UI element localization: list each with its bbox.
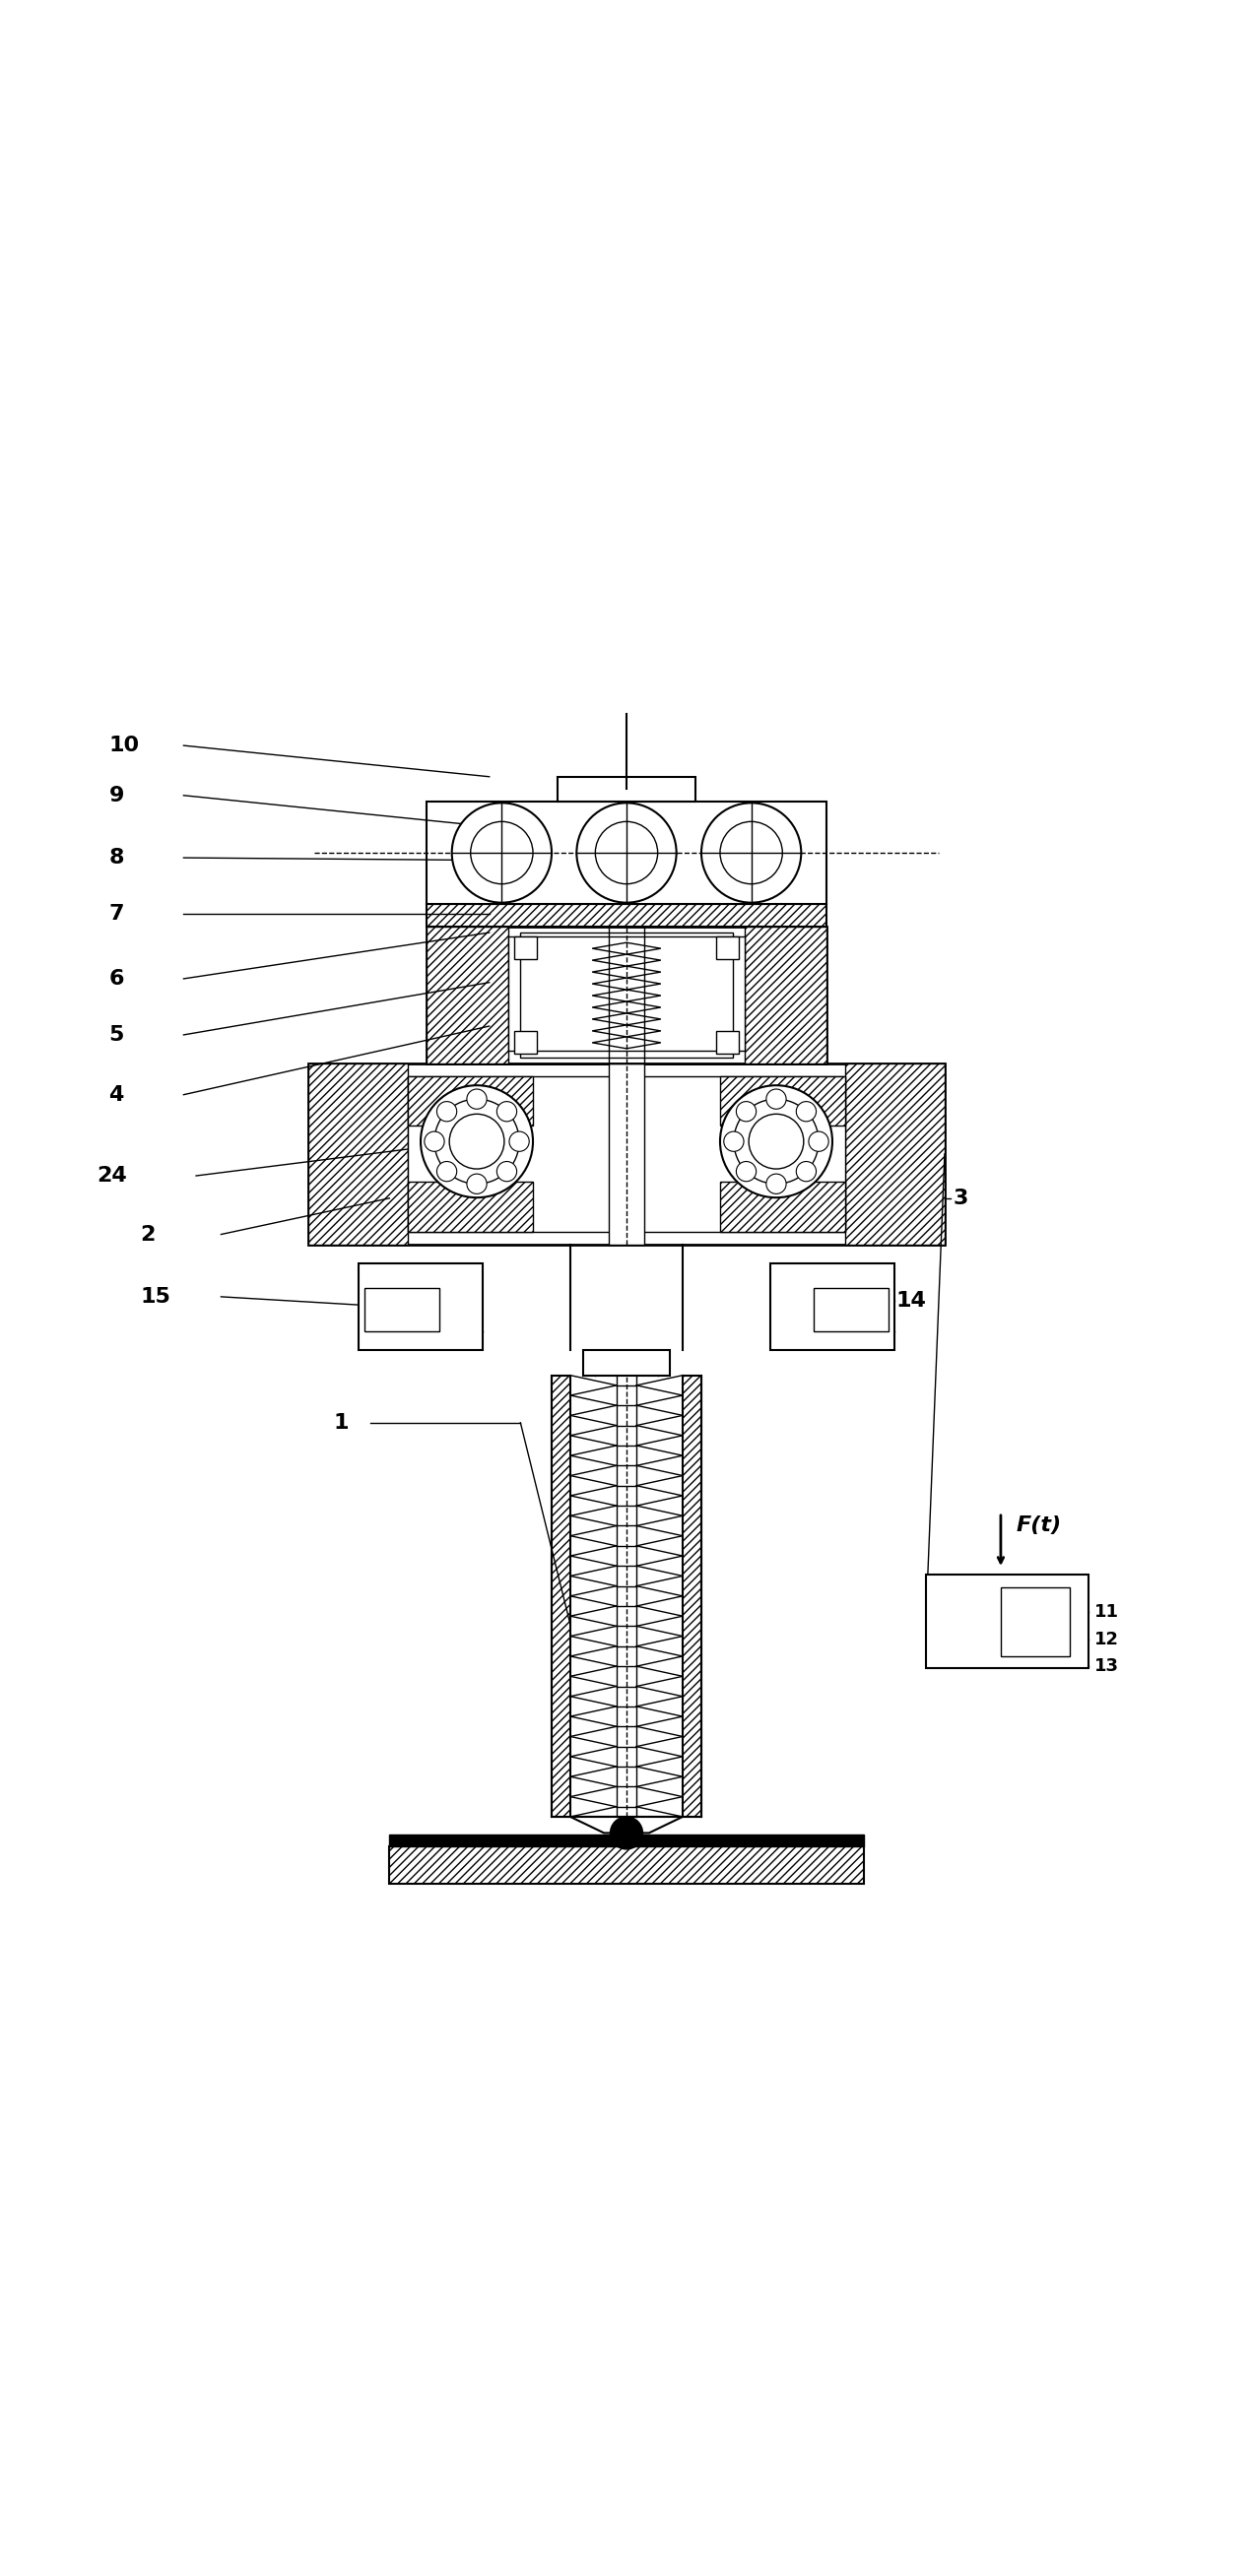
Circle shape (749, 1113, 803, 1170)
Bar (427, 904, 826, 927)
Bar (583, 1350, 670, 1376)
Text: 2: 2 (140, 1224, 155, 1244)
Circle shape (496, 1103, 516, 1121)
Bar (845, 1064, 945, 1244)
Bar (308, 1064, 408, 1244)
Circle shape (796, 1162, 816, 1182)
Circle shape (808, 1131, 828, 1151)
Bar (551, 1376, 570, 1816)
Circle shape (737, 1103, 757, 1121)
Circle shape (467, 1175, 486, 1193)
Bar (609, 927, 644, 1064)
Circle shape (796, 1103, 816, 1121)
Circle shape (452, 804, 551, 902)
Polygon shape (593, 1002, 660, 1012)
Polygon shape (593, 1012, 660, 1025)
Circle shape (734, 1100, 818, 1185)
Text: 8: 8 (109, 848, 124, 868)
Text: 9: 9 (109, 786, 124, 806)
Circle shape (467, 1090, 486, 1110)
Polygon shape (593, 953, 660, 966)
Polygon shape (593, 979, 660, 989)
Circle shape (421, 1084, 533, 1198)
Circle shape (437, 1103, 457, 1121)
Circle shape (720, 1084, 832, 1198)
Polygon shape (593, 943, 660, 953)
Bar (514, 1030, 536, 1054)
Polygon shape (593, 1036, 660, 1048)
Bar (717, 1030, 739, 1054)
Polygon shape (593, 989, 660, 1002)
Bar (717, 935, 739, 958)
Text: F(t): F(t) (1016, 1515, 1061, 1535)
Text: 10: 10 (109, 737, 139, 755)
Bar (390, 1834, 863, 1847)
Bar (720, 1182, 845, 1231)
Bar (720, 1077, 845, 1126)
Text: 11: 11 (1094, 1602, 1119, 1620)
Circle shape (471, 822, 533, 884)
Text: 14: 14 (896, 1291, 926, 1311)
Circle shape (767, 1090, 786, 1110)
Bar (746, 927, 826, 1064)
Bar (427, 927, 507, 1064)
Circle shape (496, 1162, 516, 1182)
Circle shape (576, 804, 677, 902)
Circle shape (702, 804, 801, 902)
Bar (507, 935, 746, 1051)
Bar (427, 801, 826, 904)
Bar (408, 1077, 533, 1126)
Polygon shape (593, 966, 660, 979)
Bar (427, 927, 826, 1064)
Circle shape (720, 822, 782, 884)
Text: 5: 5 (109, 1025, 124, 1046)
Circle shape (737, 1162, 757, 1182)
Bar (813, 1288, 888, 1332)
Bar (1001, 1587, 1069, 1656)
Circle shape (450, 1113, 504, 1170)
Bar (514, 935, 536, 958)
Circle shape (435, 1100, 519, 1185)
Circle shape (767, 1175, 786, 1193)
Circle shape (437, 1162, 457, 1182)
Bar (926, 1574, 1088, 1669)
Bar (683, 1376, 702, 1816)
Text: 13: 13 (1094, 1656, 1119, 1674)
Circle shape (425, 1131, 445, 1151)
Text: 15: 15 (140, 1288, 170, 1306)
Text: 12: 12 (1094, 1631, 1119, 1649)
Polygon shape (570, 1816, 683, 1834)
Bar (358, 1262, 484, 1350)
Bar (408, 1182, 533, 1231)
Bar (408, 1077, 845, 1231)
Circle shape (610, 1816, 643, 1850)
Circle shape (724, 1131, 744, 1151)
Bar (520, 933, 733, 1056)
Text: 1: 1 (333, 1412, 348, 1432)
Text: 3: 3 (954, 1188, 969, 1208)
Bar (558, 778, 695, 801)
Text: 7: 7 (109, 904, 124, 925)
Bar (769, 1262, 895, 1350)
Circle shape (509, 1131, 529, 1151)
Text: 24: 24 (96, 1167, 127, 1185)
Bar (308, 1064, 945, 1244)
Bar (390, 1847, 863, 1883)
Polygon shape (593, 1025, 660, 1036)
Text: 4: 4 (109, 1084, 124, 1105)
Circle shape (595, 822, 658, 884)
Bar (609, 1064, 644, 1244)
Text: 6: 6 (109, 969, 124, 989)
Bar (365, 1288, 440, 1332)
